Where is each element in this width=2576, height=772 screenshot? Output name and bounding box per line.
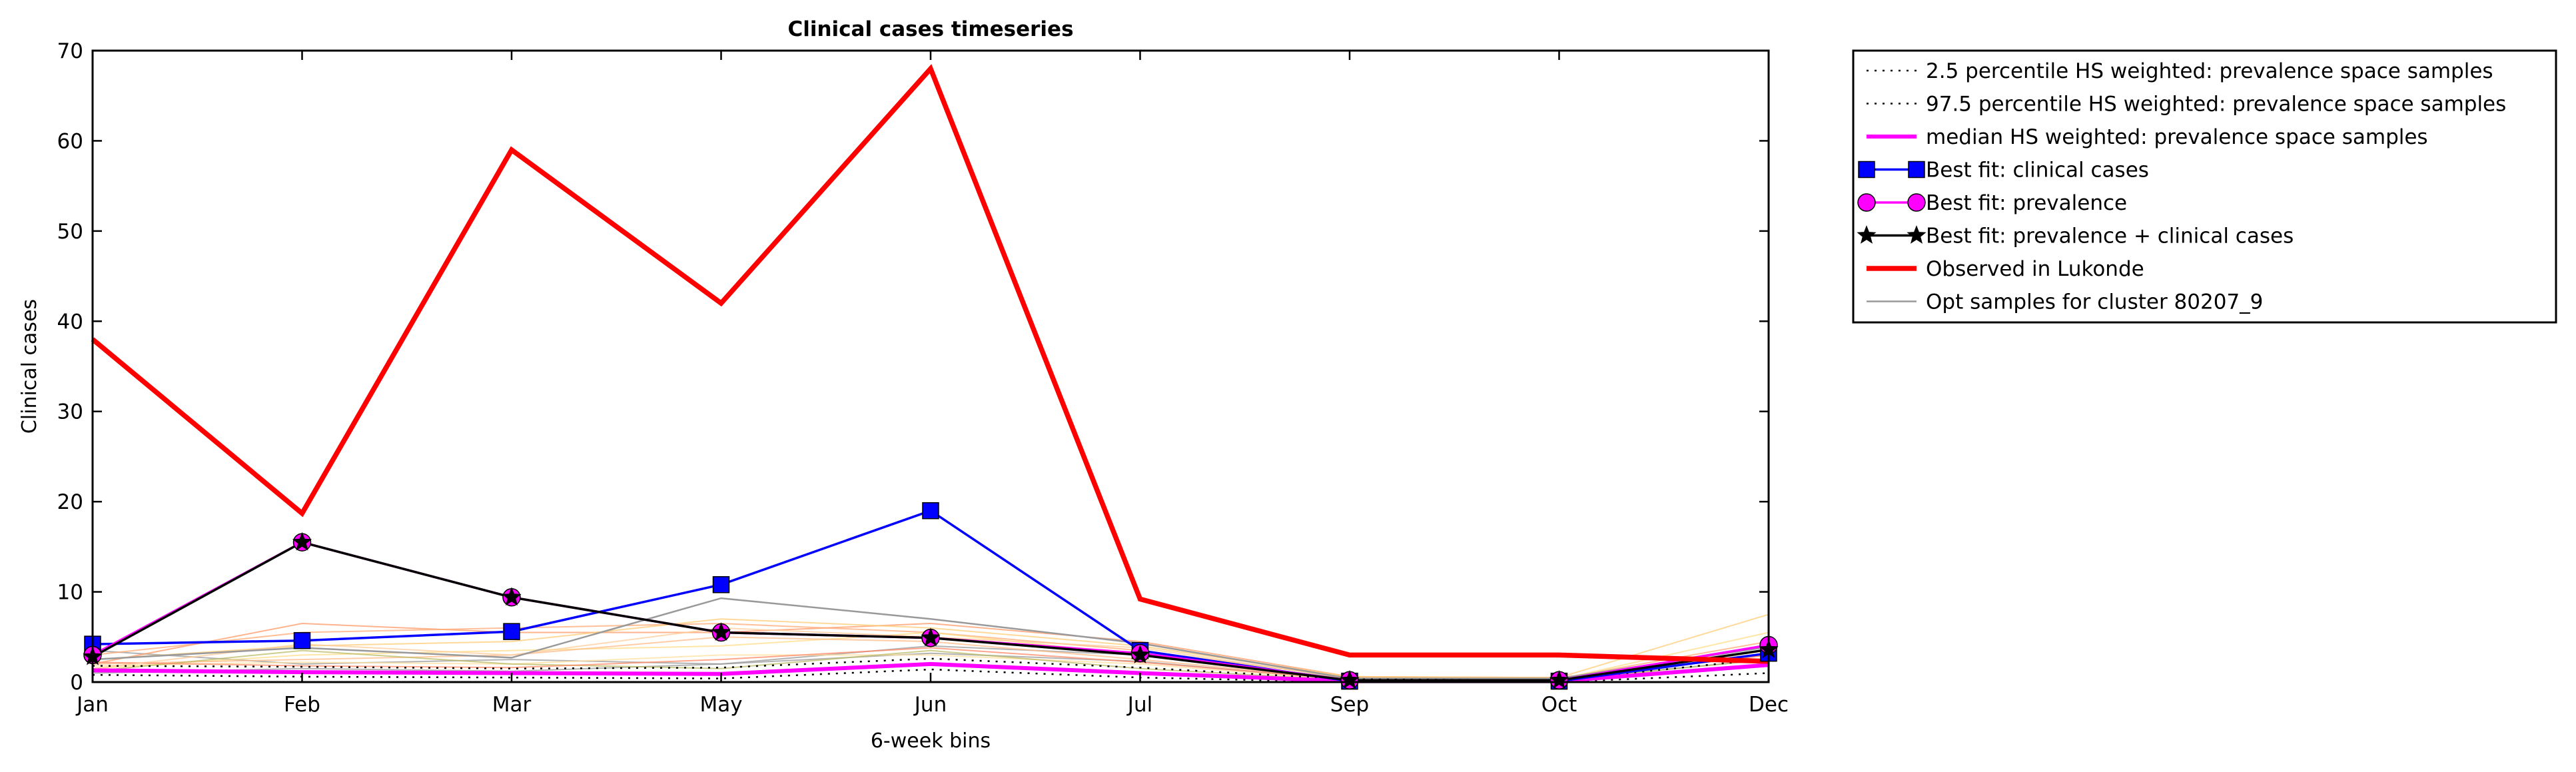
marker-best-fit-prevalence-clinical-cases-5 [1130,645,1150,663]
y-tick-label-60: 60 [57,129,83,153]
marker-best-fit-clinical-cases-2 [503,623,520,640]
series-line-opt-samples-for-cluster-80207-9 [92,597,1769,679]
marker-best-fit-prevalence-clinical-cases-3 [711,622,731,641]
y-axis-label: Clinical cases [18,299,41,434]
x-tick-label-jan: Jan [75,693,109,717]
x-tick-label-oct: Oct [1541,693,1577,717]
y-tick-label-10: 10 [57,581,83,605]
legend-label-best-fit-clinical-cases: Best fit: clinical cases [1926,159,2149,183]
y-tick-label-50: 50 [57,220,83,244]
legend: 2.5 percentile HS weighted: prevalence s… [1852,49,2557,324]
x-tick-label-feb: Feb [284,693,320,717]
x-tick-label-jun: Jun [913,693,947,717]
y-tick-label-40: 40 [57,310,83,334]
chart-title: Clinical cases timeseries [787,17,1073,41]
series-markers [83,502,1779,690]
marker-best-fit-prevalence-clinical-cases-1 [292,532,312,551]
x-axis: Jan Feb Mar May Jun Jul Sep Oct Dec [75,51,1789,717]
marker-best-fit-prevalence-clinical-cases-2 [502,587,522,606]
series-line-observed-in-lukonde [91,64,1769,664]
legend-marker-end-best-fit-clinical-cases [1908,161,1925,179]
plot-area [83,49,1779,690]
x-tick-label-sep: Sep [1330,693,1369,717]
y-tick-label-0: 0 [70,671,83,695]
legend-label-opt-samples-for-cluster-80207-9: Opt samples for cluster 80207_9 [1926,290,2263,314]
marker-best-fit-prevalence-clinical-cases-4 [921,627,941,647]
legend-marker-start-best-fit-prevalence-clinical-cases [1857,225,1877,244]
x-axis-label: 6-week bins [871,729,991,753]
legend-label-observed-in-lukonde: Observed in Lukonde [1926,257,2144,281]
legend-marker-start-best-fit-prevalence [1857,193,1876,212]
x-tick-label-dec: Dec [1749,693,1789,717]
legend-label-best-fit-prevalence: Best fit: prevalence [1926,191,2127,215]
legend-frame [1852,49,2557,324]
series-line-best-fit-prevalence [92,541,1769,682]
y-axis: 0 10 20 30 40 50 60 70 [57,39,1769,695]
legend-label-2-5-percentile-hs-weighted-prevalence-space-samples: 2.5 percentile HS weighted: prevalence s… [1926,59,2493,83]
legend-label-median-hs-weighted-prevalence-space-samples: median HS weighted: prevalence space sam… [1926,125,2428,149]
legend-marker-start-best-fit-clinical-cases [1858,161,1875,179]
x-tick-label-mar: Mar [492,693,532,717]
series-lines [91,64,1769,683]
marker-best-fit-clinical-cases-4 [922,502,939,520]
legend-marker-end-best-fit-prevalence [1907,193,1926,212]
marker-best-fit-clinical-cases-1 [293,631,311,649]
series-line-best-fit-prevalence-clinical-cases [92,541,1769,682]
x-tick-label-jul: Jul [1126,693,1152,717]
y-tick-label-30: 30 [57,400,83,424]
x-tick-label-may: May [699,693,742,717]
marker-best-fit-clinical-cases-3 [712,576,730,593]
legend-marker-end-best-fit-prevalence-clinical-cases [1907,225,1927,244]
legend-label-97-5-percentile-hs-weighted-prevalence-space-samples: 97.5 percentile HS weighted: prevalence … [1926,93,2506,117]
y-tick-label-70: 70 [57,39,83,63]
y-tick-label-20: 20 [57,490,83,514]
legend-label-best-fit-prevalence-clinical-cases: Best fit: prevalence + clinical cases [1926,224,2294,248]
plot-frame [91,49,1770,683]
